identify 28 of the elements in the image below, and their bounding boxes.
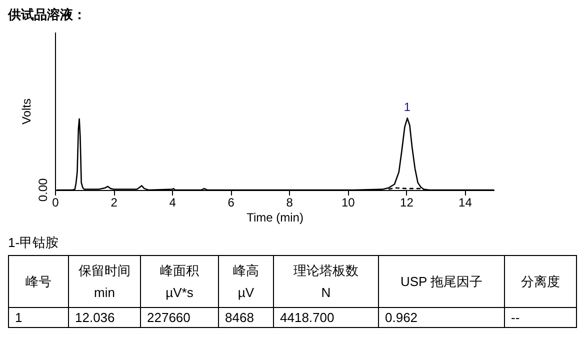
- text: 峰高 µV: [218, 256, 274, 308]
- x-tick-label: 4: [169, 196, 176, 210]
- text: 峰号: [8, 256, 68, 308]
- text: USP 拖尾因子: [378, 256, 504, 308]
- x-tick-label: 2: [110, 196, 118, 210]
- text: 1: [8, 308, 68, 328]
- text: 4418.700: [274, 308, 378, 328]
- text: 227660: [140, 308, 218, 328]
- text: 0.962: [378, 308, 504, 328]
- text: 分离度: [504, 256, 576, 308]
- text: --: [504, 308, 576, 328]
- x-tick-label: 12: [400, 196, 414, 210]
- chart-title: 供试品溶液：: [8, 6, 86, 24]
- y-axis-title: Volts: [20, 98, 34, 125]
- text: 8468: [218, 308, 274, 328]
- text: 0.00: [36, 178, 50, 202]
- annotation: 1: [404, 100, 411, 114]
- x-tick-label: 8: [286, 196, 294, 210]
- x-tick-label: 10: [341, 196, 356, 210]
- x-tick-label: 0: [52, 196, 60, 210]
- text: 1-甲钴胺: [8, 234, 59, 252]
- text: 保留时间 min: [68, 256, 140, 308]
- text: 峰面积 µV*s: [140, 256, 218, 308]
- text: 12.036: [68, 308, 140, 328]
- x-tick-label: 14: [458, 196, 472, 210]
- text: 理论塔板数 N: [274, 256, 378, 308]
- x-tick-label: 6: [228, 196, 235, 210]
- x-axis-title: Time (min): [246, 210, 304, 224]
